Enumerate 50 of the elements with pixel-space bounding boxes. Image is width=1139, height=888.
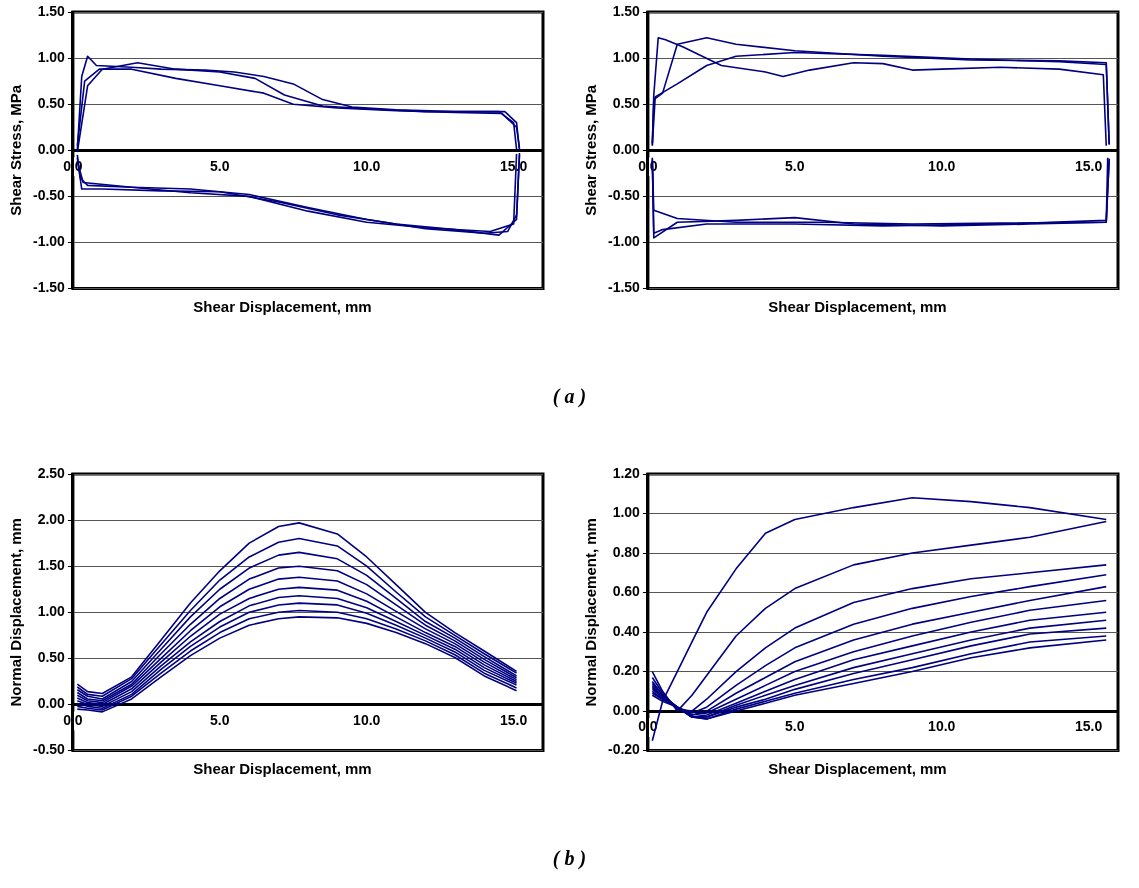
y-tick-label: -1.50 <box>32 279 66 296</box>
y-tick-label: 0.00 <box>612 701 641 718</box>
y-tick-label: -1.00 <box>32 233 66 250</box>
x-tick-label: 15.0 <box>1074 718 1103 735</box>
y-tick-label: 1.00 <box>612 504 641 521</box>
x-tick-label: 5.0 <box>210 157 230 174</box>
y-tick-label: 0.50 <box>612 95 641 112</box>
y-tick-label: -0.50 <box>32 741 66 758</box>
x-tick-label: 10.0 <box>928 718 956 735</box>
x-tick-label: 5.0 <box>785 718 805 735</box>
x-tick-label: 10.0 <box>353 157 381 174</box>
x-tick-label: 15.0 <box>1074 157 1103 174</box>
y-tick-label: 0.00 <box>37 141 66 158</box>
x-tick-label: 10.0 <box>353 711 381 728</box>
y-tick-label: -0.50 <box>607 187 641 204</box>
y-tick-label: 1.00 <box>37 48 66 65</box>
y-tick-label: 0.40 <box>612 622 641 639</box>
y-tick-label: -0.20 <box>607 741 641 758</box>
y-tick-label: 0.20 <box>612 662 641 679</box>
y-tick-label: -1.50 <box>607 279 641 296</box>
y-tick-label: 1.00 <box>612 48 641 65</box>
x-tick-label: 5.0 <box>210 711 230 728</box>
y-tick-label: 1.50 <box>37 2 66 19</box>
y-axis-title: Normal Displacement, mm <box>582 518 600 707</box>
x-axis-title: Shear Displacement, mm <box>767 760 948 777</box>
text: ( a ) <box>551 385 588 408</box>
y-tick-label: 2.00 <box>37 510 66 527</box>
y-tick-label: -0.50 <box>32 187 66 204</box>
y-axis-title: Shear Stress, MPa <box>582 84 600 216</box>
y-tick-label: 2.50 <box>37 464 66 481</box>
y-tick-label: -1.00 <box>607 233 641 250</box>
y-tick-label: 0.80 <box>612 543 641 560</box>
y-axis-title: Normal Displacement, mm <box>7 518 25 707</box>
y-axis-title: Shear Stress, MPa <box>7 84 25 216</box>
y-tick-label: 0.50 <box>37 95 66 112</box>
y-tick-label: 1.20 <box>612 464 641 481</box>
x-axis-title: Shear Displacement, mm <box>192 298 373 315</box>
y-tick-label: 0.00 <box>612 141 641 158</box>
y-tick-label: 0.00 <box>37 695 66 712</box>
y-tick-label: 1.50 <box>37 557 66 574</box>
x-axis-title: Shear Displacement, mm <box>767 298 948 315</box>
x-tick-label: 10.0 <box>928 157 956 174</box>
text: ( b ) <box>551 847 588 870</box>
y-tick-label: 0.50 <box>37 649 66 666</box>
y-tick-label: 1.00 <box>37 603 66 620</box>
x-axis-title: Shear Displacement, mm <box>192 760 373 777</box>
x-tick-label: 5.0 <box>785 157 805 174</box>
x-tick-label: 15.0 <box>499 711 528 728</box>
y-tick-label: 0.60 <box>612 583 641 600</box>
y-tick-label: 1.50 <box>612 2 641 19</box>
